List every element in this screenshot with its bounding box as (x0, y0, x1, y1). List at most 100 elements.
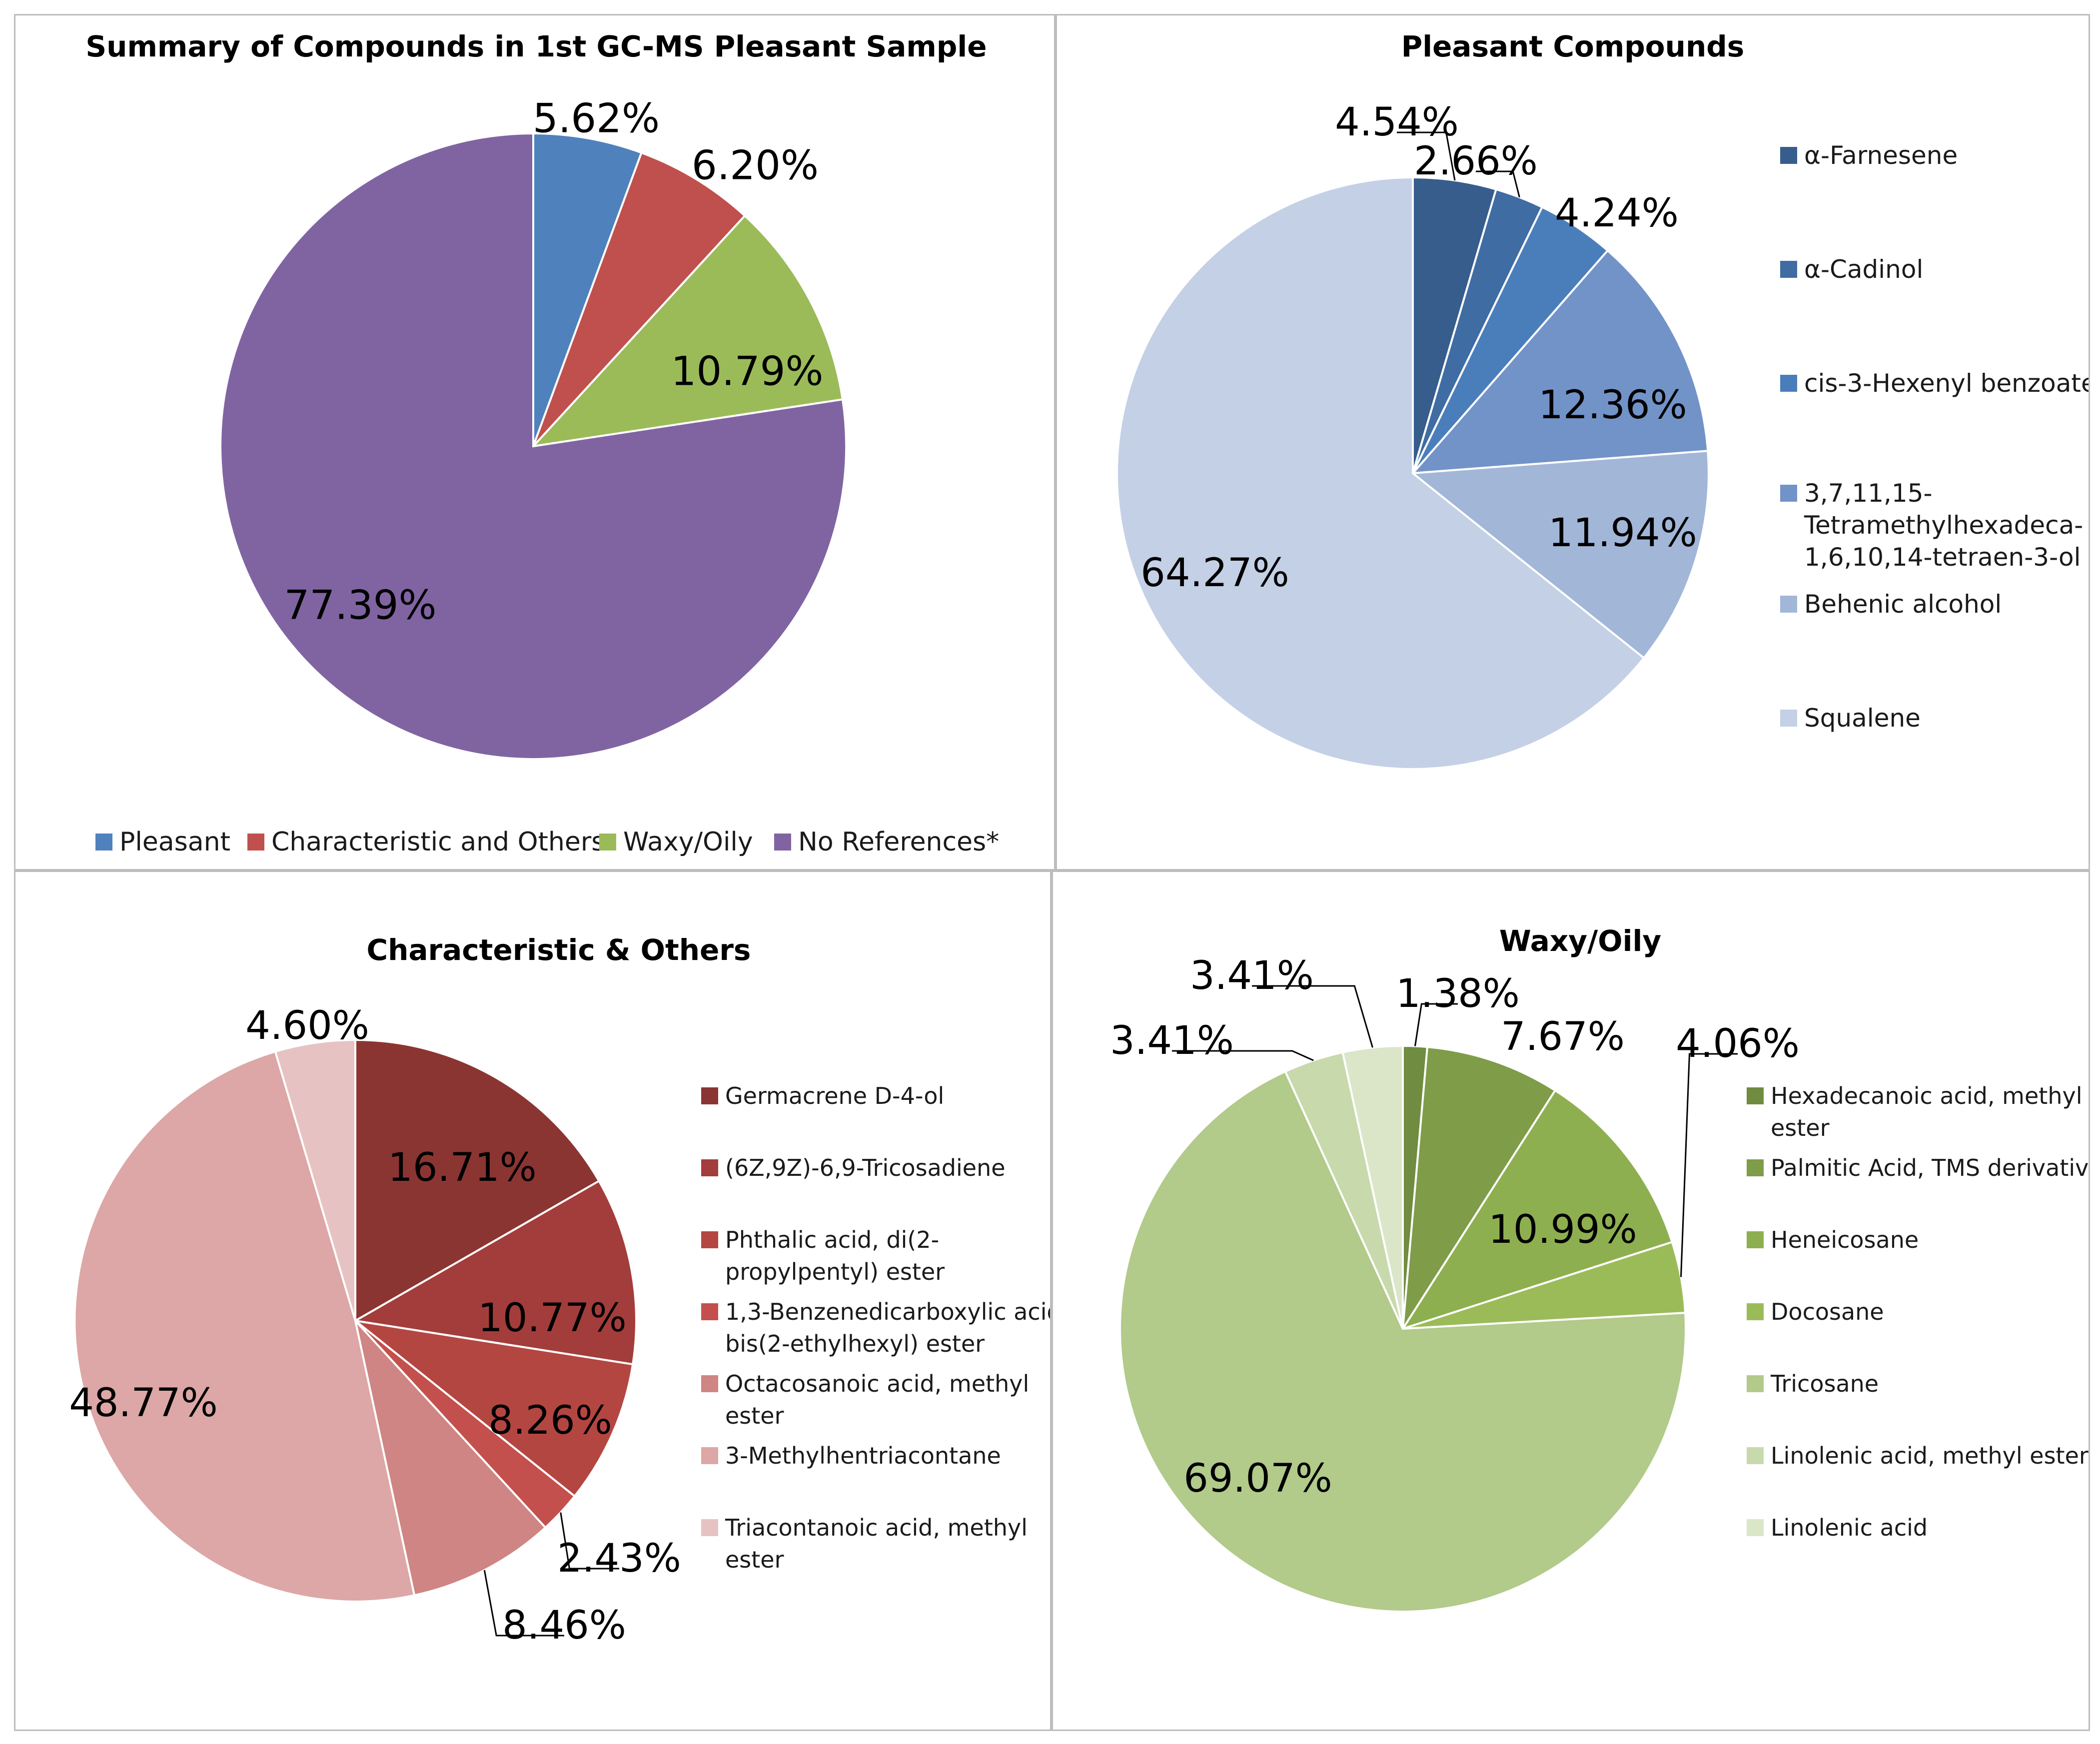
pie-slice-tricosane (1119, 1070, 1687, 1613)
chart-title: Waxy/Oily (1499, 924, 1661, 958)
legend-label: Linolenic acid (1771, 1514, 1928, 1541)
legend-item-linolenic-acid: Linolenic acid (1747, 1514, 1928, 1541)
characteristic-others-chart-panel: Characteristic & Others 16.71% 10.77% 8.26… (14, 871, 1051, 1731)
leader-line (1397, 131, 1456, 181)
pie-slice-linolenic-acid (1341, 1044, 1404, 1329)
pie-slice-triacontanoic-acid-methyl-ester (274, 1038, 356, 1321)
pie-slice-heneicosane (1400, 1089, 1674, 1331)
legend-label: Triacontanoic acid, methyl ester (725, 1514, 1028, 1573)
data-label: 3.41% (1110, 1018, 1234, 1063)
legend-label: Pleasant (119, 827, 230, 857)
leader-line (560, 1512, 619, 1570)
legend-swatch (1780, 485, 1797, 502)
legend-swatch (1747, 1087, 1764, 1104)
legend-item-hexadecanoic-acid-methyl-ester: Hexadecanoic acid, methyl ester (1747, 1082, 2082, 1141)
legend-label: Phthalic acid, di(2-propylpentyl) ester (725, 1226, 945, 1285)
leader-line (1414, 1003, 1458, 1046)
legend-swatch (1780, 375, 1797, 392)
legend-item-octacosanoic-acid-methyl-ester: Octacosanoic acid, methyl ester (701, 1370, 1029, 1429)
legend-swatch (701, 1087, 718, 1104)
leader-line (483, 1570, 564, 1637)
data-label: 12.36% (1538, 383, 1687, 428)
legend-label: Docosane (1771, 1298, 1884, 1325)
leader-line (1172, 1050, 1314, 1061)
legend-swatch (599, 834, 616, 851)
legend-item-waxy-oily: Waxy/Oily (599, 827, 753, 857)
pie-slice-6z-9z-6-9-tricosadiene (352, 1179, 637, 1366)
legend-label: Characteristic and Others (271, 827, 605, 857)
legend-item-triacontanoic-acid-methyl-ester: Triacontanoic acid, methyl ester (701, 1514, 1028, 1573)
pleasant-compounds-pie-chart: Pleasant Compounds 4.54%2.66% 4.24% 12.36%… (1115, 29, 2089, 770)
data-label: 1.38% (1396, 971, 1520, 1016)
data-label: 48.77% (69, 1381, 217, 1426)
legend-swatch (1747, 1231, 1764, 1248)
pie-slice-waxy-oily (530, 214, 844, 448)
legend-item-germacrene-d-4-ol: Germacrene D-4-ol (701, 1082, 944, 1109)
legend-item-pleasant: Pleasant (95, 827, 230, 857)
legend-label: No References* (798, 827, 999, 857)
pie-slice-3-7-11-15-tetramethylhexadeca-1-6-10-14-tetraen-3-ol (1410, 249, 1709, 475)
legend-swatch (1747, 1303, 1764, 1320)
characteristic-others-pie-chart: Characteristic & Others 16.71% 10.77% 8.26… (69, 933, 1050, 1648)
legend-label: cis-3-Hexenyl benzoate (1804, 369, 2089, 398)
leader-line (1680, 1053, 1738, 1277)
legend-label: 3,7,11,15-Tetramethylhexadeca-1,6,10,14-… (1804, 479, 2083, 572)
legend-item-characteristic-and-others: Characteristic and Others (247, 827, 605, 857)
legend-swatch (701, 1303, 718, 1320)
pie-slice-characteristic-and-others (532, 151, 747, 447)
leader-line (1252, 985, 1373, 1048)
legend-label: 1,3-Benzenedicarboxylic acid, bis(2-ethyl… (725, 1298, 1050, 1357)
data-label: 8.26% (488, 1398, 612, 1443)
legend-label: Behenic alcohol (1804, 590, 2002, 619)
legend-item-farnesene: α-Farnesene (1780, 141, 1958, 170)
pie-slice-3-methylhentriacontane (73, 1050, 416, 1603)
legend-swatch (701, 1375, 718, 1392)
legend-item-cis-3-hexenyl-benzoate: cis-3-Hexenyl benzoate (1780, 369, 2089, 398)
pie-slice-pleasant (532, 132, 643, 447)
pie-slice-squalene (1115, 176, 1646, 770)
pie-slice-phthalic-acid-di-2-propylpentyl-ester (351, 1319, 634, 1498)
pie-slice-no-references (219, 132, 847, 760)
legend-item-1-3-benzenedicarboxylic-acid-bis-2-ethylhexyl-ester: 1,3-Benzenedicarboxylic acid, bis(2-ethyl… (701, 1298, 1050, 1357)
legend-label: Germacrene D-4-ol (725, 1082, 944, 1109)
pleasant-compounds-chart-panel: Pleasant Compounds 4.54% 2.66% 4.24% 12.36%… (1055, 14, 2090, 871)
legend-swatch (1780, 710, 1797, 727)
legend-label: α-Cadinol (1804, 255, 1923, 284)
legend-item-phthalic-acid-di-2-propylpentyl-ester: Phthalic acid, di(2-propylpentyl) ester (701, 1226, 945, 1285)
legend-item-docosane: Docosane (1747, 1298, 1884, 1325)
data-label: 11.94% (1548, 511, 1697, 556)
chart-title: Summary of Compounds in 1st GC-MS Pleasa… (85, 29, 987, 63)
legend-item-3-7-11-15-tetramethylhexadeca-1-6-10-14-tetraen-3-ol: 3,7,11,15-Tetramethylhexadeca-1,6,10,14-… (1780, 479, 2083, 572)
legend-label: 3-Methylhentriacontane (725, 1442, 1001, 1469)
legend-label: Tricosane (1770, 1370, 1879, 1397)
data-label: 16.71% (388, 1145, 536, 1190)
legend-swatch (701, 1447, 718, 1464)
data-label: 10.77% (478, 1296, 626, 1341)
chart-title: Characteristic & Others (367, 933, 751, 967)
leader-line (1476, 170, 1520, 198)
waxy-oily-pie-chart: Waxy/Oily 1.38%7.67% 10.99% 4.06% 69.07% 3.4… (1110, 924, 2089, 1613)
legend-label: (6Z,9Z)-6,9-Tricosadiene (725, 1154, 1006, 1181)
legend-swatch (1747, 1519, 1764, 1536)
legend-item-behenic-alcohol: Behenic alcohol (1780, 590, 2002, 619)
data-label: 64.27% (1140, 551, 1289, 596)
legend-item-linolenic-acid-methyl-ester: Linolenic acid, methyl ester (1747, 1442, 2089, 1469)
legend-item-3-methylhentriacontane: 3-Methylhentriacontane (701, 1442, 1001, 1469)
chart-title: Pleasant Compounds (1401, 29, 1745, 63)
data-label: 10.99% (1488, 1207, 1637, 1252)
summary-pie-chart: Summary of Compounds in 1st GC-MS Pleasa… (85, 29, 999, 857)
pie-slice-behenic-alcohol (1410, 450, 1710, 660)
legend-label: Linolenic acid, methyl ester (1771, 1442, 2089, 1469)
legend-label: Palmitic Acid, TMS derivative (1771, 1154, 2089, 1181)
legend-label: α-Farnesene (1804, 141, 1958, 170)
legend-item-cadinol: α-Cadinol (1780, 255, 1923, 284)
data-label: 69.07% (1183, 1456, 1332, 1501)
pie-slice-germacrene-d-4-ol (354, 1038, 601, 1323)
data-label: 4.60% (245, 1003, 369, 1048)
data-label: 77.39% (284, 582, 436, 629)
legend-swatch (1780, 261, 1797, 278)
pie-slice-palmitic-acid-tms-derivative (1402, 1045, 1557, 1330)
legend-label: Waxy/Oily (623, 827, 753, 857)
legend-label: Hexadecanoic acid, methyl ester (1771, 1082, 2082, 1141)
legend-swatch (1747, 1447, 1764, 1464)
